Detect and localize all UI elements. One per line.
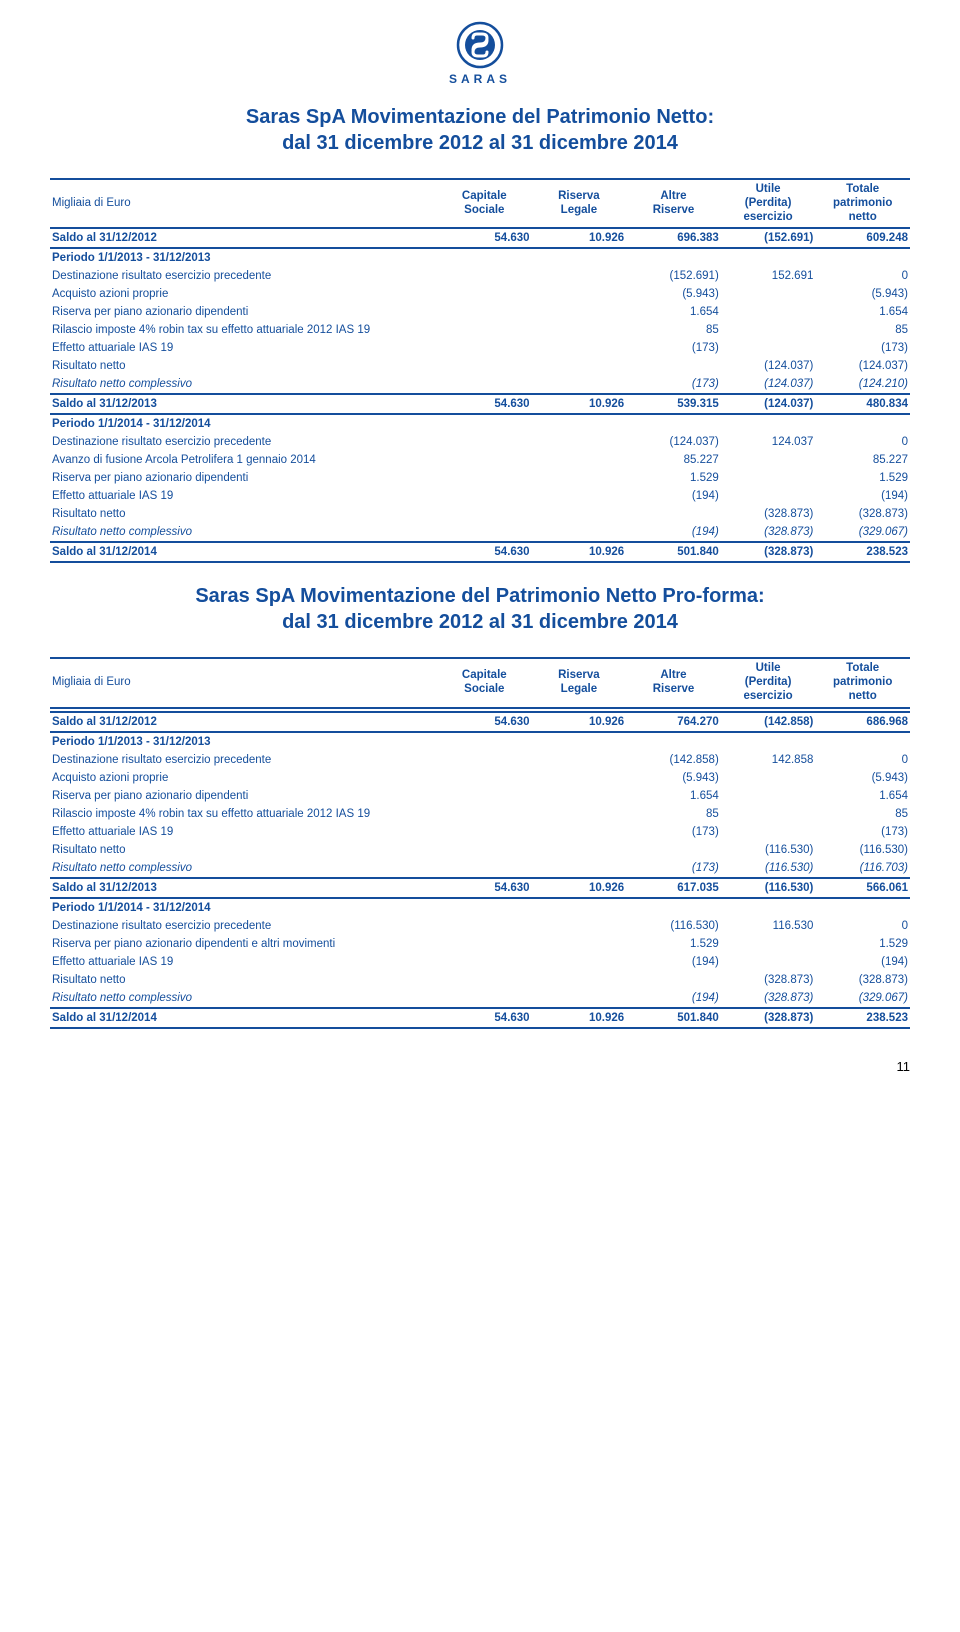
- page-number: 11: [50, 1059, 910, 1074]
- table-row: Saldo al 31/12/201454.63010.926501.840(3…: [50, 542, 910, 562]
- saras-logo-icon: SARAS: [449, 20, 511, 86]
- table-row: Acquisto azioni proprie(5.943)(5.943): [50, 769, 910, 787]
- table-row: Destinazione risultato esercizio precede…: [50, 433, 910, 451]
- table-row: Effetto attuariale IAS 19(173)(173): [50, 823, 910, 841]
- table-row: Effetto attuariale IAS 19(194)(194): [50, 953, 910, 971]
- table-row: Risultato netto complessivo(194)(328.873…: [50, 989, 910, 1008]
- table-row: Saldo al 31/12/201254.63010.926764.270(1…: [50, 712, 910, 732]
- table-1: Migliaia di Euro CapitaleSociale Riserva…: [50, 178, 910, 563]
- table-header-row: Migliaia di Euro CapitaleSociale Riserva…: [50, 179, 910, 228]
- table-row: Risultato netto(328.873)(328.873): [50, 971, 910, 989]
- table-row: Saldo al 31/12/201354.63010.926539.315(1…: [50, 394, 910, 414]
- table-row: Destinazione risultato esercizio precede…: [50, 917, 910, 935]
- table-row: Risultato netto complessivo(194)(328.873…: [50, 523, 910, 542]
- logo-text: SARAS: [449, 72, 511, 86]
- section-label: Periodo 1/1/2014 - 31/12/2014: [50, 414, 910, 433]
- table-row: Risultato netto(124.037)(124.037): [50, 357, 910, 375]
- table-row: Rilascio imposte 4% robin tax su effetto…: [50, 321, 910, 339]
- table-row: Riserva per piano azionario dipendenti1.…: [50, 787, 910, 805]
- page-title-1: Saras SpA Movimentazione del Patrimonio …: [50, 104, 910, 156]
- table-row: Acquisto azioni proprie(5.943)(5.943): [50, 285, 910, 303]
- page-title-2: Saras SpA Movimentazione del Patrimonio …: [50, 583, 910, 635]
- section-label: Periodo 1/1/2013 - 31/12/2013: [50, 732, 910, 751]
- section-label: Periodo 1/1/2013 - 31/12/2013: [50, 248, 910, 267]
- table-row: Risultato netto complessivo(173)(124.037…: [50, 375, 910, 394]
- section-label: Periodo 1/1/2014 - 31/12/2014: [50, 898, 910, 917]
- table-2: Migliaia di Euro CapitaleSociale Riserva…: [50, 657, 910, 1028]
- table-row: Risultato netto complessivo(173)(116.530…: [50, 859, 910, 878]
- table-row: Saldo al 31/12/201454.63010.926501.840(3…: [50, 1008, 910, 1028]
- table-row: Destinazione risultato esercizio precede…: [50, 267, 910, 285]
- table-header-row: Migliaia di Euro CapitaleSociale Riserva…: [50, 658, 910, 707]
- table-row: Riserva per piano azionario dipendenti1.…: [50, 469, 910, 487]
- logo-block: SARAS: [50, 20, 910, 86]
- table-row: Avanzo di fusione Arcola Petrolifera 1 g…: [50, 451, 910, 469]
- table-row: Destinazione risultato esercizio precede…: [50, 751, 910, 769]
- table-row: Rilascio imposte 4% robin tax su effetto…: [50, 805, 910, 823]
- table-row: Saldo al 31/12/201254.63010.926696.383(1…: [50, 228, 910, 248]
- table-row: Risultato netto(116.530)(116.530): [50, 841, 910, 859]
- table-row: Effetto attuariale IAS 19(173)(173): [50, 339, 910, 357]
- table-row: Riserva per piano azionario dipendenti1.…: [50, 303, 910, 321]
- table-row: Risultato netto(328.873)(328.873): [50, 505, 910, 523]
- table-row: Saldo al 31/12/201354.63010.926617.035(1…: [50, 878, 910, 898]
- table-row: Riserva per piano azionario dipendenti e…: [50, 935, 910, 953]
- table-row: Effetto attuariale IAS 19(194)(194): [50, 487, 910, 505]
